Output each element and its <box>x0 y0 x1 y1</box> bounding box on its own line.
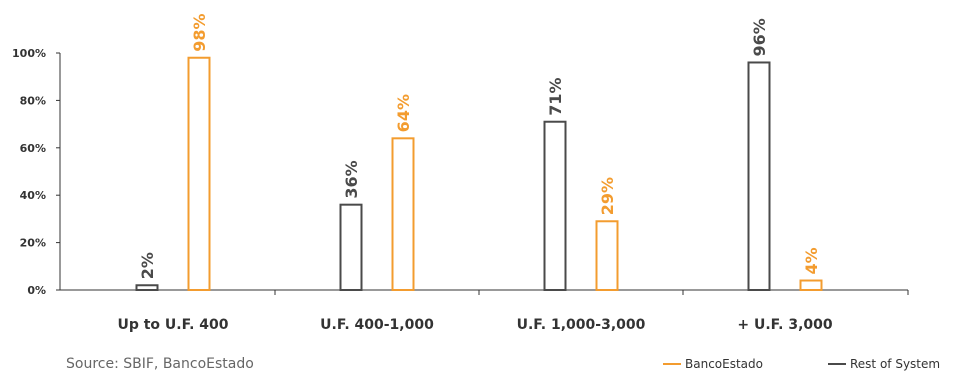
bar <box>339 203 363 291</box>
bar <box>799 279 823 291</box>
bancoestado-swatch <box>663 363 681 365</box>
x-tick-label: + U.F. 3,000 <box>737 317 833 333</box>
source-note: Source: SBIF, BancoEstado <box>66 356 254 372</box>
data-label: 98% <box>190 13 209 51</box>
data-label: 64% <box>394 94 413 132</box>
data-label: 96% <box>750 18 769 56</box>
legend-item-rest-of-system: Rest of System <box>828 357 940 371</box>
legend-label-rest-of-system: Rest of System <box>850 357 941 371</box>
data-label: 4% <box>802 247 821 274</box>
data-label: 2% <box>138 252 157 279</box>
y-tick-label: 100% <box>12 47 46 60</box>
rest-of-system-swatch <box>828 363 846 365</box>
data-label: 71% <box>546 77 565 115</box>
bar <box>747 61 771 292</box>
bar <box>187 56 211 291</box>
legend-item-bancoestado: BancoEstado <box>663 357 763 371</box>
y-tick-label: 60% <box>20 142 46 155</box>
y-tick-label: 20% <box>20 237 46 250</box>
x-tick-label: U.F. 1,000-3,000 <box>517 317 646 333</box>
legend-label-bancoestado: BancoEstado <box>685 357 763 371</box>
data-label: 36% <box>342 160 361 198</box>
x-tick-label: U.F. 400-1,000 <box>320 317 434 333</box>
x-tick-label: Up to U.F. 400 <box>117 317 228 333</box>
bar <box>595 220 619 292</box>
bar <box>391 137 415 291</box>
chart-bars <box>135 56 823 292</box>
y-tick-label: 0% <box>27 284 46 297</box>
data-label: 29% <box>598 177 617 215</box>
bar <box>135 284 159 292</box>
y-tick-label: 40% <box>20 189 46 202</box>
y-tick-label: 80% <box>20 94 46 107</box>
bar <box>543 120 567 292</box>
chart-labels: Up to U.F. 400 U.F. 400-1,000 U.F. 1,000-3… <box>117 13 832 333</box>
